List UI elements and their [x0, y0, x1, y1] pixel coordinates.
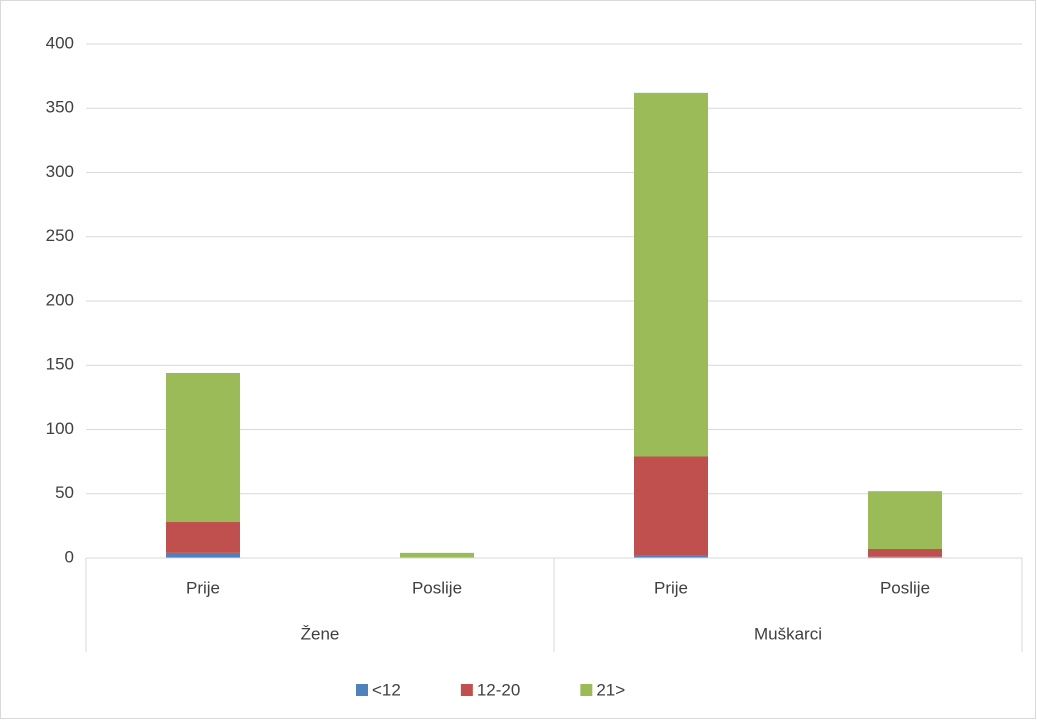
x-tick-label: Prije: [186, 578, 220, 597]
bar-segment: [166, 552, 240, 558]
bar-segment: [400, 552, 474, 558]
y-tick-label: 200: [46, 290, 74, 309]
bar-segment: [634, 555, 708, 558]
bar-segment: [868, 491, 942, 550]
x-tick-label: Prije: [654, 578, 688, 597]
y-tick-label: 50: [55, 483, 74, 502]
bar-segment: [166, 372, 240, 523]
legend-label: 12-20: [477, 680, 520, 699]
bar-segment: [868, 556, 942, 558]
y-tick-label: 300: [46, 162, 74, 181]
y-tick-label: 400: [46, 33, 74, 52]
x-tick-label: Poslije: [880, 578, 930, 597]
legend-swatch: [356, 684, 368, 696]
bar-segment: [634, 456, 708, 556]
bar-segment: [166, 522, 240, 553]
bar-segment: [634, 92, 708, 457]
y-tick-label: 100: [46, 419, 74, 438]
group-label: Žene: [301, 624, 340, 643]
legend-label: <12: [372, 680, 401, 699]
bar-segment: [868, 549, 942, 557]
y-tick-label: 350: [46, 98, 74, 117]
legend-label: 21>: [596, 680, 625, 699]
x-tick-label: Poslije: [412, 578, 462, 597]
y-tick-label: 150: [46, 355, 74, 374]
group-label: Muškarci: [754, 624, 822, 643]
legend-swatch: [460, 684, 473, 696]
legend-swatch: [580, 684, 593, 696]
y-tick-label: 0: [65, 547, 74, 566]
y-tick-label: 250: [46, 226, 74, 245]
